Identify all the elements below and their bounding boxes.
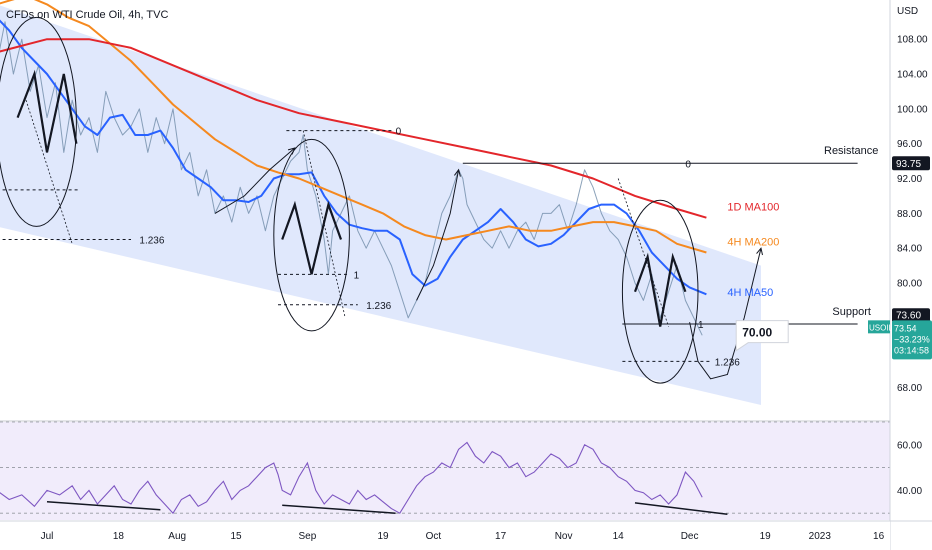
last-price-line: −33.23% <box>894 334 930 344</box>
arrow-head <box>454 168 461 177</box>
axis-background <box>890 0 932 550</box>
currency-label: USD <box>897 6 918 17</box>
rsi-divergence-line <box>634 502 728 516</box>
price-axis[interactable]: 68.0072.0076.0080.0084.0088.0092.0096.00… <box>868 0 932 550</box>
time-tick-label: 17 <box>495 531 507 542</box>
rsi-tick-label: 60.00 <box>897 440 922 451</box>
chart-annotation: Support <box>832 306 871 318</box>
axis-background <box>0 521 890 550</box>
rsi-line <box>0 441 703 515</box>
price-line <box>0 21 703 336</box>
price-tick-label: 108.00 <box>897 35 928 46</box>
labels-layer: 1D MA100 4H MA200 4H MA50 Resistance Support… <box>727 145 878 352</box>
arrow-head <box>756 247 763 256</box>
last-price-line: 73.54 <box>894 323 917 333</box>
projection-arrow <box>689 248 762 380</box>
price-tick-label: 84.00 <box>897 244 922 255</box>
time-tick-label: 15 <box>230 531 242 542</box>
time-tick-label: Sep <box>299 531 317 542</box>
price-tick-label: 104.00 <box>897 70 928 81</box>
fib-level-label: 0 <box>685 159 691 170</box>
callout-text: 70.00 <box>742 326 772 340</box>
ma-line <box>0 38 707 219</box>
projection-arrow <box>214 147 296 214</box>
last-price-box <box>892 320 932 360</box>
symbol-tag <box>868 320 890 334</box>
chart-annotation: 1D MA100 <box>727 202 779 214</box>
fib-level-label: 1.236 <box>366 301 391 312</box>
price-badge-text: 93.75 <box>896 159 921 170</box>
chart-title: CFDs on WTI Crude Oil, 4h, TVC <box>6 9 168 21</box>
time-tick-label: Dec <box>681 531 699 542</box>
channel-layer <box>0 5 761 405</box>
time-tick-label: 19 <box>760 531 772 542</box>
time-tick-label: 2023 <box>809 531 832 542</box>
fib-level-label: 0 <box>396 127 402 138</box>
time-tick-label: 18 <box>113 531 125 542</box>
pattern-circle <box>273 138 350 332</box>
rsi-panel <box>0 420 932 520</box>
pattern-zigzag <box>281 200 343 275</box>
trend-channel <box>0 5 761 405</box>
price-badge <box>892 156 930 171</box>
price-tick-label: 100.00 <box>897 104 928 115</box>
rsi-layer <box>0 441 728 516</box>
fib-level-label: 1 <box>698 320 704 331</box>
time-tick-label: 19 <box>377 531 389 542</box>
pattern-circle <box>0 16 77 227</box>
fib-level-label: 1.236 <box>715 357 740 368</box>
price-badge <box>892 308 930 323</box>
arrow-head <box>287 147 296 155</box>
time-tick-label: Jul <box>41 531 54 542</box>
symbol-tag-text: USOIL <box>869 323 894 332</box>
rsi-divergence-line <box>282 504 396 514</box>
price-tick-label: 80.00 <box>897 279 922 290</box>
time-axis[interactable]: Jul 18 Aug 15 Sep 19 Oct 17 Nov 14 Dec 19 2023 16 <box>0 520 932 550</box>
pattern-zigzag <box>633 252 687 327</box>
fib-anchor-line <box>25 99 73 244</box>
pattern-circle <box>621 199 699 384</box>
price-badge-text: 73.60 <box>896 311 921 322</box>
drawings-layer: 0 1 0 1.236 1 1.236 1.236 <box>0 16 858 384</box>
time-tick-label: Aug <box>168 531 186 542</box>
rsi-band <box>0 422 890 520</box>
time-tick-label: Nov <box>555 531 573 542</box>
price-tick-label: 68.00 <box>897 383 922 394</box>
chart-annotation: 4H MA200 <box>727 237 779 249</box>
chart-annotation: 4H MA50 <box>727 287 773 299</box>
fib-level-label: 1.236 <box>139 235 164 246</box>
fib-level-label: 1 <box>354 270 360 281</box>
time-tick-label: Oct <box>426 531 442 542</box>
time-tick-label: 14 <box>613 531 625 542</box>
price-tick-label: 96.00 <box>897 139 922 150</box>
pattern-zigzag <box>16 69 78 153</box>
rsi-tick-label: 40.00 <box>897 486 922 497</box>
ma-line <box>0 0 707 254</box>
price-tick-label: 92.00 <box>897 174 922 185</box>
last-price-line: 03:14:58 <box>894 345 929 355</box>
price-tick-label: 88.00 <box>897 209 922 220</box>
time-tick-label: 16 <box>873 531 885 542</box>
ma-layer <box>0 0 707 336</box>
projection-arrow <box>416 169 460 301</box>
chart-annotation: Resistance <box>824 145 878 157</box>
callout-box <box>735 320 789 352</box>
rsi-divergence-line <box>46 501 161 511</box>
